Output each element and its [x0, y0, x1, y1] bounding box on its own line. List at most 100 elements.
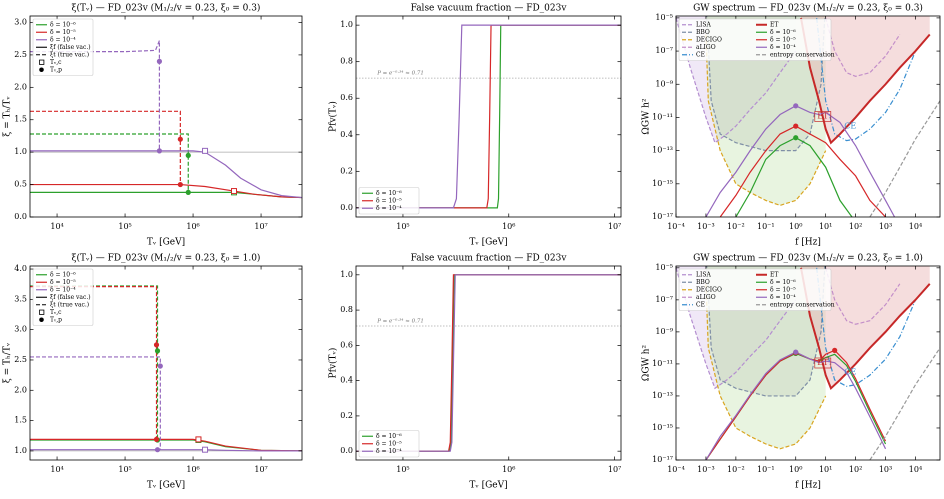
x-axis-label: Tᵥ [GeV] — [147, 238, 185, 248]
series-line — [676, 267, 797, 390]
x-tick-label: 10⁻³ — [697, 222, 715, 231]
legend-label: Tᵥ,p — [50, 66, 62, 73]
series-line — [800, 17, 931, 145]
legend-label: δ = 10⁻⁴ — [50, 286, 76, 293]
y-tick-label: 0.0 — [14, 212, 27, 221]
series-line — [356, 274, 621, 452]
x-tick-label: 10⁴ — [909, 465, 922, 474]
y-axis-label: ΩGW h² — [642, 98, 652, 135]
x-tick-label: 10⁰ — [789, 465, 802, 474]
x-tick-label: 10⁻¹ — [757, 222, 775, 231]
legend-label: Tᵥ,c — [50, 59, 62, 66]
reference-label: P = e⁻⁰·³⁴ ≈ 0.71 — [376, 70, 424, 77]
y-axis-label: ΩGW h² — [642, 345, 652, 382]
chart-title: ξ(Tᵥ) — FD_023v (M₁/₂/v = 0.23, ξ₀ = 1.0… — [72, 253, 261, 264]
series-line — [30, 183, 302, 199]
y-tick-label: 2.0 — [14, 385, 27, 394]
x-tick-label: 10⁷ — [254, 465, 267, 474]
x-tick-label: 10⁻¹ — [757, 465, 775, 474]
y-tick-label: 10⁻⁹ — [655, 79, 673, 88]
y-tick-label: 0.8 — [340, 305, 353, 314]
legend-swatch — [39, 67, 44, 73]
series-line — [869, 100, 940, 217]
percolation-marker — [156, 58, 163, 64]
plot-frame — [355, 265, 622, 461]
y-tick-label: 10⁻⁵ — [655, 13, 673, 22]
true-vacuum-line — [30, 356, 161, 450]
true-vacuum-line — [30, 285, 159, 440]
percolation-marker — [177, 136, 183, 142]
legend-box — [32, 18, 94, 76]
panel: P = e⁻⁰·³⁴ ≈ 0.71 10⁵ 10⁶ 10⁷ 0.0 0.2 0.4 0.6 0.… — [328, 254, 622, 491]
y-axis-label: ξ = Tₕ/Tᵥ — [3, 342, 13, 383]
legend: δ = 10⁻⁶δ = 10⁻⁵δ = 10⁻⁴ξf (false vac.)ξ… — [32, 18, 94, 76]
y-tick-label: 0.6 — [340, 340, 353, 349]
series-line — [705, 351, 887, 460]
y-axis-label: ξ = Tₕ/Tᵥ — [3, 96, 13, 137]
plot-frame — [675, 265, 941, 461]
x-tick-label: 10⁵ — [118, 222, 131, 231]
x-tick-label: 10³ — [879, 465, 892, 474]
legend-label: entropy conservation — [770, 51, 835, 58]
y-tick-label: 0.4 — [340, 130, 353, 139]
y-tick-label: 3.0 — [14, 17, 27, 26]
plot-frame — [29, 265, 303, 461]
legend-label: δ = 10⁻⁶ — [50, 271, 76, 278]
legend: δ = 10⁻⁶δ = 10⁻⁵δ = 10⁻⁴ — [358, 430, 420, 458]
legend-swatch — [39, 59, 45, 65]
percolation-marker — [793, 135, 799, 141]
legend-label: aLIGO — [696, 44, 716, 51]
y-tick-label: 10⁻¹³ — [652, 391, 673, 400]
true-vacuum-line — [30, 133, 189, 193]
legend-label: δ = 10⁻⁶ — [50, 21, 76, 28]
y-tick-label: 10⁻⁷ — [655, 295, 673, 304]
legend-label: δ = 10⁻⁵ — [770, 286, 796, 293]
x-tick-label: 10⁶ — [502, 465, 515, 474]
legend-label: δ = 10⁻⁴ — [376, 205, 402, 212]
annotation: CE — [844, 368, 856, 377]
legend-label: BBO — [696, 29, 710, 36]
legend-label: ET — [770, 271, 778, 278]
annotation-box — [814, 111, 832, 122]
panel: 10⁴ 10⁵ 10⁶ 10⁷ 0.0 0.5 1.0 1.5 2.0 2.5 3.0 ξ(Tᵥ) —… — [3, 3, 303, 248]
plot-area — [356, 274, 621, 452]
panel: 10⁻⁴ 10⁻³ 10⁻² 10⁻¹ 10⁰ 10¹ 10² 10³ 10⁴ 10⁻¹⁷ 10⁻¹… — [642, 3, 941, 248]
y-tick-label: 10⁻¹³ — [652, 146, 673, 155]
y-tick-label: 0.2 — [340, 411, 353, 420]
series-line — [825, 17, 901, 77]
series-line — [356, 24, 621, 209]
y-tick-label: 10⁻¹¹ — [652, 359, 673, 368]
x-tick-label: 10⁻² — [727, 222, 745, 231]
percolation-marker — [154, 348, 161, 354]
series-line — [816, 267, 917, 387]
x-tick-label: 10⁴ — [50, 222, 63, 231]
series-line — [825, 267, 901, 325]
annotation: ET — [817, 112, 829, 121]
chart-title: ξ(Tᵥ) — FD_023v (M₁/₂/v = 0.23, ξ₀ = 0.3… — [72, 3, 261, 14]
legend-label: CE — [696, 301, 705, 308]
legend-box — [678, 268, 832, 311]
legend-box — [32, 268, 94, 326]
y-tick-label: 0.0 — [340, 446, 353, 455]
series-line — [800, 267, 931, 391]
critical-marker — [202, 446, 209, 453]
panel: 10⁻⁴ 10⁻³ 10⁻² 10⁻¹ 10⁰ 10¹ 10² 10³ 10⁴ 10⁻¹⁷ 10⁻¹… — [642, 253, 941, 491]
x-tick-label: 10⁵ — [396, 465, 409, 474]
legend-label: DECIGO — [696, 286, 722, 293]
y-tick-label: 3.0 — [14, 325, 27, 334]
x-tick-label: 10⁶ — [186, 465, 199, 474]
plot-frame — [675, 15, 941, 218]
y-tick-label: 0.8 — [340, 57, 353, 66]
y-tick-label: 10⁻⁹ — [655, 327, 673, 336]
true-vacuum-line — [30, 110, 181, 185]
percolation-marker — [177, 181, 183, 188]
percolation-marker — [185, 152, 191, 159]
percolation-marker — [185, 189, 191, 195]
legend-label: LISA — [696, 271, 711, 278]
percolation-marker — [156, 148, 163, 154]
x-axis-label: f [Hz] — [795, 238, 821, 248]
x-tick-label: 10⁷ — [254, 222, 267, 231]
plot-area — [30, 285, 302, 453]
x-tick-label: 10¹ — [819, 222, 832, 231]
